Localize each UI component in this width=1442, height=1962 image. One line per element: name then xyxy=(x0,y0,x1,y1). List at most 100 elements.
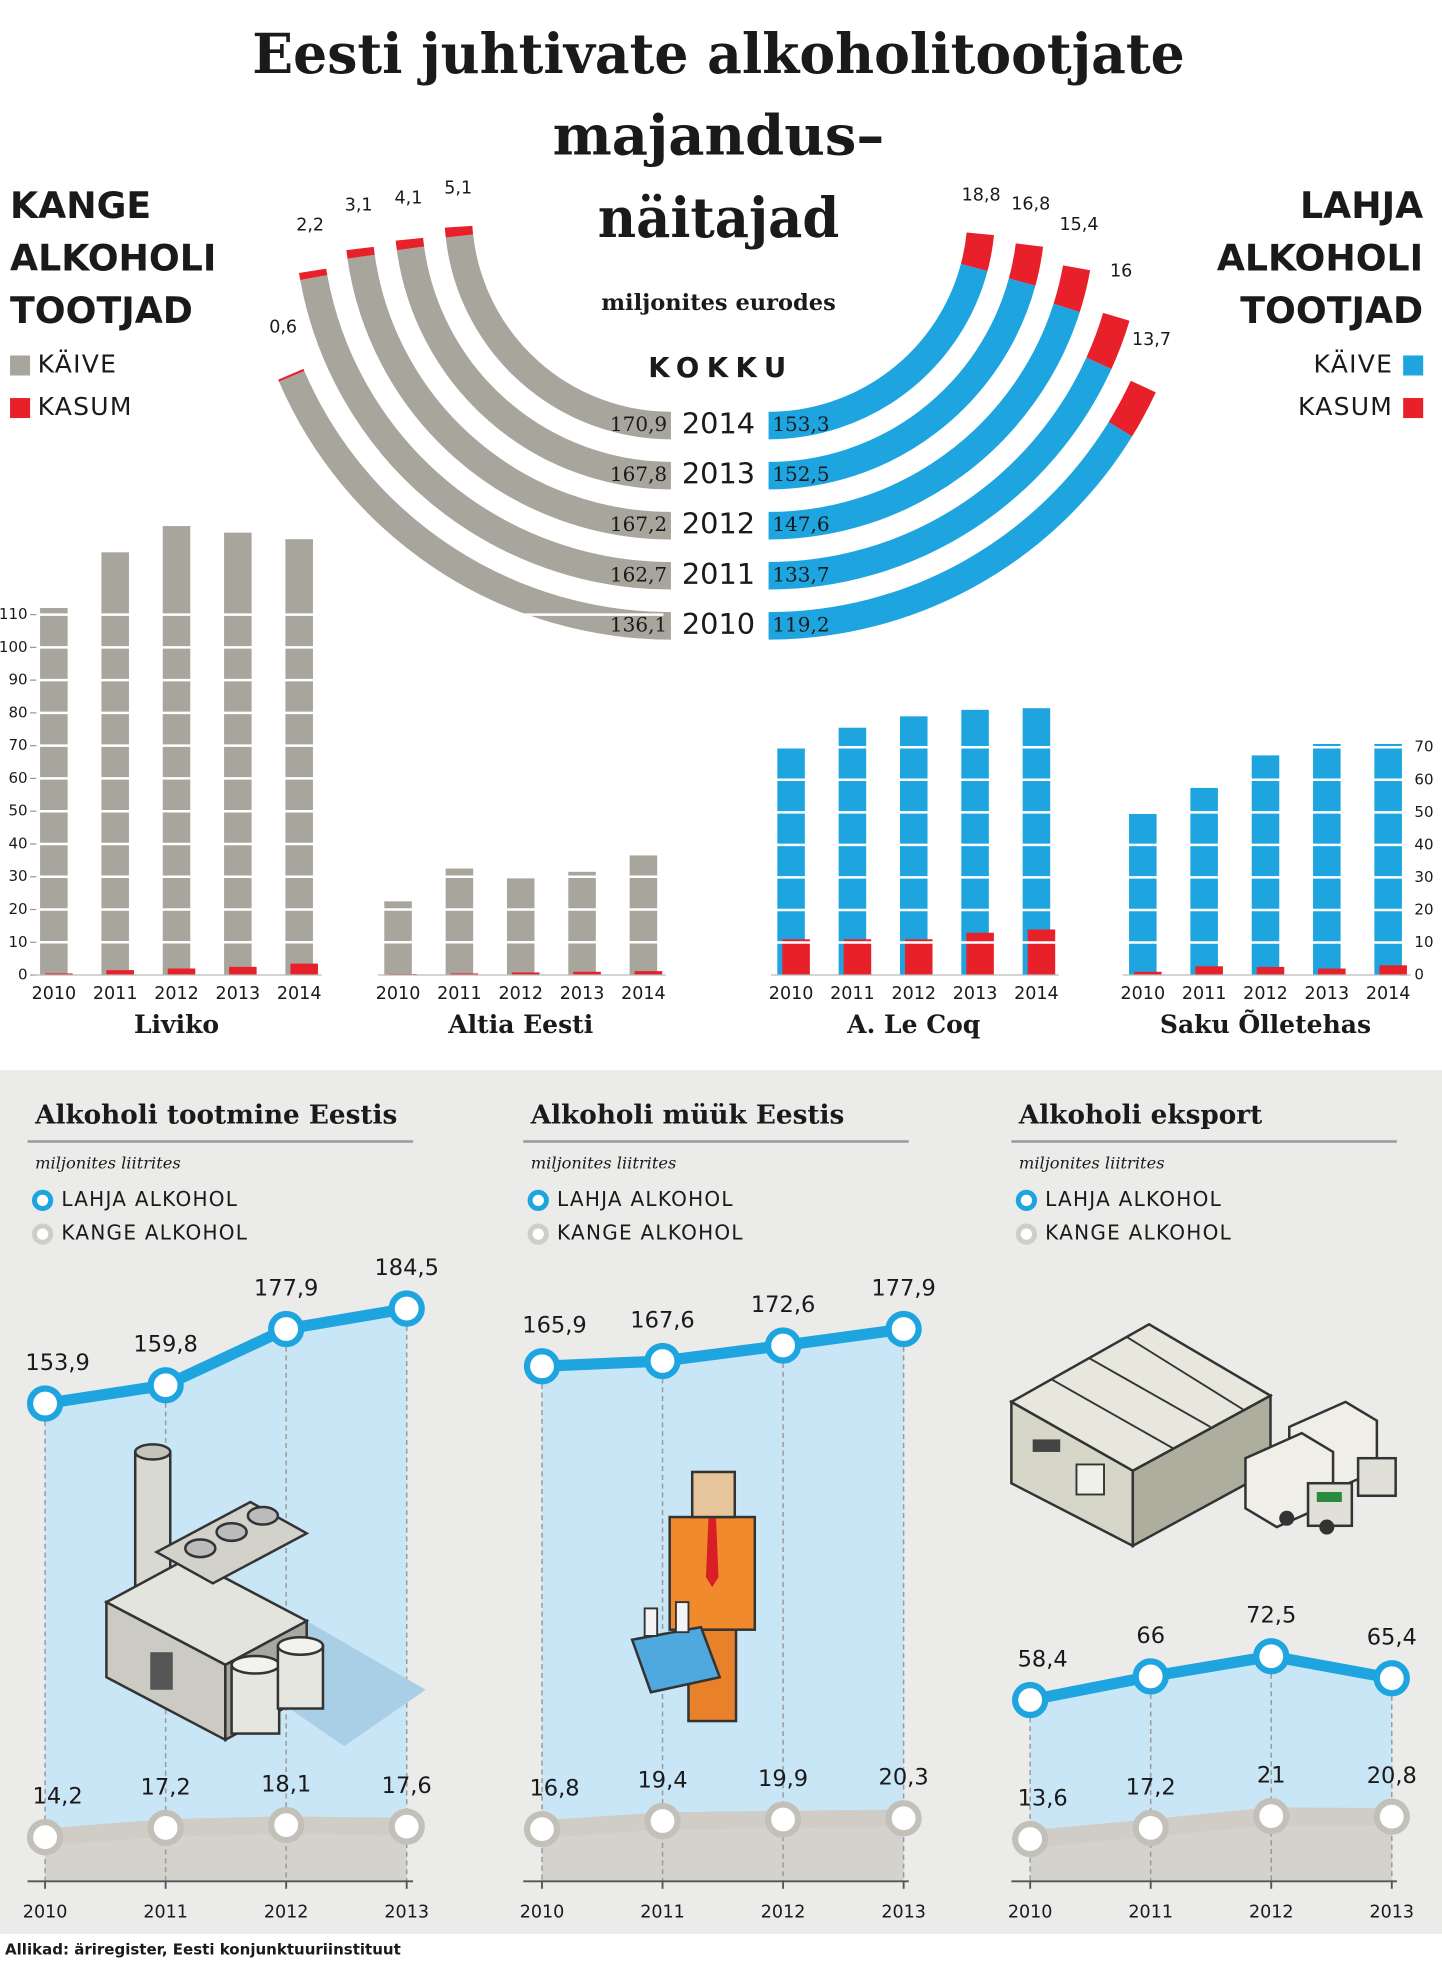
x-tick-label: 2011 xyxy=(1182,984,1227,1004)
bar xyxy=(838,727,867,976)
bar xyxy=(229,966,257,976)
bar xyxy=(634,971,663,976)
door xyxy=(150,1652,173,1690)
x-tick-label: 2012 xyxy=(154,984,199,1004)
warehouse-roof xyxy=(1008,1322,1274,1473)
year-label: 2012 xyxy=(682,507,755,541)
group-title: Liviko xyxy=(134,1009,219,1039)
bar xyxy=(285,539,313,976)
chart-subtitle: miljonites liitrites xyxy=(35,1154,181,1173)
x-tick-label: 2011 xyxy=(437,984,482,1004)
y-tick-label: 110 xyxy=(0,605,28,623)
x-tick-label: 2013 xyxy=(1305,984,1350,1004)
point xyxy=(268,1806,305,1844)
chart-title: Alkoholi müük Eestis xyxy=(530,1099,845,1130)
side-title: KANGE xyxy=(10,184,151,227)
point xyxy=(644,1802,681,1840)
ring-arc xyxy=(1108,380,1156,437)
point xyxy=(26,1385,64,1422)
value-label: 72,5 xyxy=(1246,1603,1296,1629)
side-title: TOOTJAD xyxy=(10,289,193,332)
value-label: 20,8 xyxy=(1367,1763,1417,1789)
chart-subtitle: miljonites liitrites xyxy=(1019,1154,1165,1173)
source: Allikad: äriregister, Eesti konjunktuuri… xyxy=(5,1941,401,1959)
bar xyxy=(777,747,805,976)
legend-label: KÄIVE xyxy=(1314,349,1394,378)
head xyxy=(690,1470,737,1519)
point xyxy=(1132,1658,1169,1695)
point xyxy=(147,1367,184,1404)
point xyxy=(885,1310,922,1348)
value-label: 16,8 xyxy=(529,1776,579,1802)
y-tick-label: 30 xyxy=(1414,868,1433,886)
y-tick-label: 10 xyxy=(8,933,27,951)
value-label: 17,6 xyxy=(382,1773,432,1799)
value-label: 13,6 xyxy=(1018,1785,1068,1811)
value-label: 20,3 xyxy=(879,1765,929,1791)
bar xyxy=(1318,968,1346,976)
total-label: KOKKU xyxy=(648,352,794,384)
bar xyxy=(106,970,134,976)
x-tick-label: 2011 xyxy=(93,984,138,1004)
x-tick-label: 2012 xyxy=(1249,1903,1294,1923)
value-label: 162,7 xyxy=(610,562,667,586)
point xyxy=(644,1342,681,1380)
y-tick-label: 0 xyxy=(1414,966,1424,984)
x-tick-label: 2013 xyxy=(216,984,261,1004)
roof-line xyxy=(1050,1378,1174,1450)
bar xyxy=(966,932,994,976)
group-title: Altia Eesti xyxy=(447,1009,593,1039)
legend-marker xyxy=(1015,1223,1038,1245)
y-tick-label: 60 xyxy=(8,769,27,787)
value-label: 4,1 xyxy=(394,189,422,209)
value-label: 153,9 xyxy=(25,1350,89,1376)
point xyxy=(1373,1798,1410,1835)
ring-arc xyxy=(395,237,425,251)
line xyxy=(541,1809,904,1838)
ring-arc xyxy=(768,357,1112,590)
bar xyxy=(782,939,810,976)
point xyxy=(523,1348,561,1385)
side-title: LAHJA xyxy=(1300,184,1423,227)
vent xyxy=(246,1505,280,1526)
bar xyxy=(1374,743,1402,976)
point xyxy=(1132,1809,1169,1847)
bar xyxy=(1190,787,1218,976)
legend-label: KANGE ALKOHOL xyxy=(61,1221,248,1245)
x-tick-label: 2014 xyxy=(1014,984,1059,1004)
legend-label: KÄIVE xyxy=(38,349,118,378)
x-tick-label: 2014 xyxy=(277,984,322,1004)
point xyxy=(764,1327,802,1364)
x-tick-label: 2011 xyxy=(143,1903,188,1923)
value-label: 167,2 xyxy=(610,512,667,536)
ring-subtitle: miljonites eurodes xyxy=(601,290,836,316)
legend-marker xyxy=(31,1223,54,1245)
value-label: 147,6 xyxy=(772,512,829,536)
bar xyxy=(45,973,73,976)
value-label: 119,2 xyxy=(772,612,829,636)
x-tick-label: 2013 xyxy=(1369,1903,1414,1923)
ring-arc xyxy=(278,368,305,382)
wheel xyxy=(1319,1519,1335,1535)
y-tick-label: 80 xyxy=(8,703,27,721)
value-label: 16 xyxy=(1110,262,1132,282)
x-tick-label: 2013 xyxy=(384,1903,429,1923)
point xyxy=(268,1310,305,1348)
legend-label: KASUM xyxy=(38,392,133,421)
x-tick-label: 2011 xyxy=(1128,1903,1173,1923)
title-line: Eesti juhtivate alkoholitootjate xyxy=(252,21,1184,86)
x-tick-label: 2012 xyxy=(498,984,543,1004)
point xyxy=(1253,1638,1290,1675)
title-line: näitajad xyxy=(598,185,840,250)
bar xyxy=(450,973,479,976)
value-label: 3,1 xyxy=(345,195,373,215)
point xyxy=(1012,1820,1049,1858)
ring-arc xyxy=(396,246,671,490)
bar xyxy=(629,855,658,976)
x-tick-label: 2010 xyxy=(769,984,814,1004)
x-tick-label: 2014 xyxy=(621,984,666,1004)
roof-line xyxy=(1126,1335,1244,1411)
point xyxy=(764,1801,802,1838)
legend-marker xyxy=(527,1223,549,1245)
